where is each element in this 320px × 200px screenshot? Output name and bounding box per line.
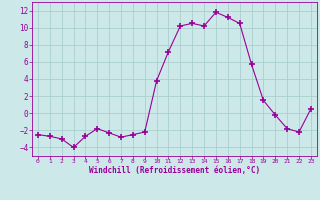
X-axis label: Windchill (Refroidissement éolien,°C): Windchill (Refroidissement éolien,°C): [89, 166, 260, 175]
